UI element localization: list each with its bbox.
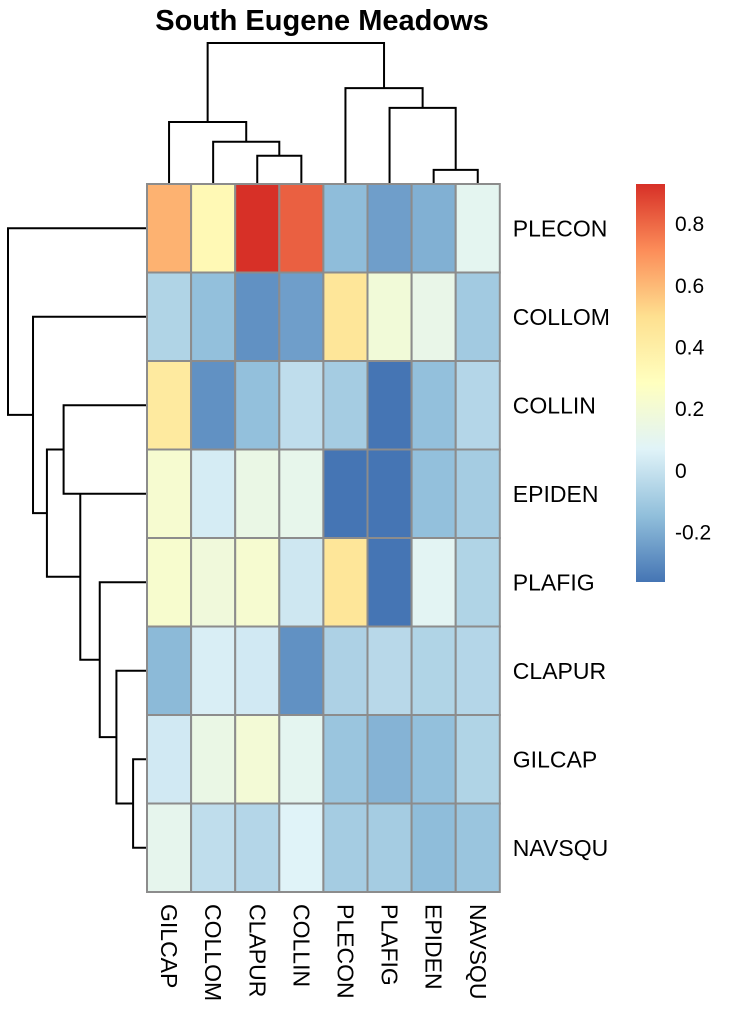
heatmap-cell (454, 360, 501, 451)
heatmap-cell (454, 537, 501, 628)
dendrogram-branches (7, 227, 147, 849)
heatmap-cell (454, 271, 501, 362)
row-label: EPIDEN (513, 481, 599, 507)
column-label: COLLIN (288, 904, 314, 987)
color-legend: 0.8 0.6 0.4 0.2 0 -0.2 (636, 184, 711, 582)
heatmap-cell (322, 802, 369, 893)
heatmap-cell (234, 802, 281, 893)
heatmap-cells (146, 183, 501, 893)
column-dendrogram (168, 42, 479, 184)
heatmap-cell (366, 537, 413, 628)
heatmap-cell (410, 802, 457, 893)
heatmap-cell (146, 537, 193, 628)
heatmap-cell (410, 714, 457, 805)
heatmap-cell (322, 714, 369, 805)
heatmap-cell (366, 625, 413, 716)
heatmap-cell (190, 537, 237, 628)
legend-tick-label: -0.2 (675, 522, 711, 545)
heatmap-cell (454, 448, 501, 539)
column-label: PLAFIG (377, 904, 403, 986)
color-legend-ticks: 0.8 0.6 0.4 0.2 0 -0.2 (675, 213, 711, 545)
heatmap-cell (234, 271, 281, 362)
heatmap-cell (366, 183, 413, 274)
heatmap-cell (410, 537, 457, 628)
row-label: COLLIN (513, 392, 596, 418)
heatmap-cell (410, 360, 457, 451)
heatmap-cell (234, 448, 281, 539)
dendrogram-branches (168, 42, 479, 184)
heatmap-cell (410, 271, 457, 362)
heatmap-cell (366, 271, 413, 362)
column-label: COLLOM (200, 904, 226, 1001)
heatmap-cell (322, 183, 369, 274)
legend-tick-label: 0.8 (675, 213, 704, 236)
heatmap-cell (410, 448, 457, 539)
heatmap-cell (278, 360, 325, 451)
row-dendrogram (7, 227, 147, 849)
heatmap-cell (146, 448, 193, 539)
legend-tick-label: 0.6 (675, 275, 704, 298)
heatmap-cell (322, 271, 369, 362)
heatmap-cell (454, 802, 501, 893)
heatmap-cell (146, 360, 193, 451)
heatmap-cell (454, 625, 501, 716)
column-label: NAVSQU (465, 904, 491, 999)
column-label: CLAPUR (244, 904, 270, 997)
row-label: COLLOM (513, 304, 610, 330)
color-legend-bar (636, 184, 665, 582)
heatmap-cell (146, 714, 193, 805)
heatmap-cell (146, 625, 193, 716)
heatmap-cell (454, 714, 501, 805)
heatmap-cell (322, 448, 369, 539)
heatmap-cell (146, 183, 193, 274)
heatmap-cell (278, 714, 325, 805)
heatmap-cell (278, 802, 325, 893)
row-label: GILCAP (513, 746, 597, 772)
heatmap-cell (366, 360, 413, 451)
heatmap-cell (366, 802, 413, 893)
heatmap-cell (278, 625, 325, 716)
heatmap-cell (366, 714, 413, 805)
heatmap-cell (322, 360, 369, 451)
heatmap-cell (454, 183, 501, 274)
heatmap-cell (190, 714, 237, 805)
row-label: PLAFIG (513, 569, 595, 595)
heatmap-cell (410, 183, 457, 274)
heatmap-cell (322, 537, 369, 628)
legend-tick-label: 0 (675, 460, 687, 483)
heatmap-cell (278, 537, 325, 628)
heatmap-cell (190, 448, 237, 539)
heatmap-cell (366, 448, 413, 539)
heatmap-cell (410, 625, 457, 716)
heatmap-cell (234, 183, 281, 274)
legend-tick-label: 0.4 (675, 337, 705, 360)
heatmap-cell (190, 271, 237, 362)
row-labels: PLECON COLLOM COLLIN EPIDEN PLAFIG CLAPUR GILC… (513, 215, 610, 861)
heatmap-cell (190, 360, 237, 451)
column-label: EPIDEN (421, 904, 447, 990)
row-label: PLECON (513, 215, 608, 241)
heatmap-cell (234, 537, 281, 628)
heatmap-cell (146, 271, 193, 362)
heatmap-cell (234, 360, 281, 451)
heatmap-cell (234, 625, 281, 716)
heatmap-cell (190, 183, 237, 274)
heatmap-cell (278, 271, 325, 362)
heatmap-cell (190, 802, 237, 893)
heatmap-cell (278, 183, 325, 274)
column-label: PLECON (332, 904, 358, 999)
row-label: NAVSQU (513, 835, 608, 861)
heatmap-cell (322, 625, 369, 716)
chart-title: South Eugene Meadows (155, 5, 489, 37)
column-label: GILCAP (156, 904, 182, 988)
heatmap-cell (146, 802, 193, 893)
heatmap-cell (190, 625, 237, 716)
column-labels: GILCAP COLLOM CLAPUR COLLIN PLECON PLAFIG EPID… (156, 904, 491, 1001)
row-label: CLAPUR (513, 658, 606, 684)
legend-tick-label: 0.2 (675, 398, 704, 421)
heatmap-cell (278, 448, 325, 539)
heatmap-cell (234, 714, 281, 805)
